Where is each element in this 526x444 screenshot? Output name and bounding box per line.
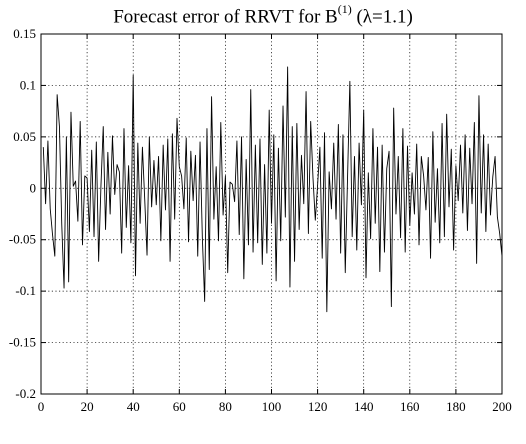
x-tick-label: 140: [354, 399, 374, 414]
chart-title-lambda: (λ=1.1): [351, 6, 413, 28]
chart-title: Forecast error of RRVT for B(1) (λ=1.1): [0, 2, 526, 28]
y-tick-label: 0: [30, 180, 37, 195]
x-tick-label: 80: [219, 399, 232, 414]
y-tick-label: -0.1: [15, 283, 36, 298]
x-tick-label: 60: [173, 399, 186, 414]
y-tick-label: -0.2: [15, 386, 36, 401]
x-tick-label: 200: [492, 399, 512, 414]
y-tick-label: 0.1: [20, 77, 36, 92]
x-tick-label: 0: [38, 399, 45, 414]
chart-title-superscript: (1): [337, 2, 352, 16]
chart-title-main: Forecast error of RRVT for B: [113, 6, 338, 28]
forecast-error-series-line: [42, 66, 503, 313]
x-tick-label: 180: [446, 399, 466, 414]
y-tick-labels: 0.15 0.1 0.05 0 -0.05 -0.1 -0.15 -0.2: [9, 26, 36, 401]
y-tick-label: -0.05: [9, 232, 36, 247]
x-tick-label: 40: [127, 399, 140, 414]
x-tick-label: 20: [81, 399, 94, 414]
y-tick-label: 0.15: [13, 26, 36, 41]
series-layer: [42, 66, 503, 313]
y-tick-label: -0.15: [9, 335, 36, 350]
x-tick-labels: 0 20 40 60 80 100 120 140 160 180 200: [38, 399, 512, 414]
y-tick-label: 0.05: [13, 129, 36, 144]
x-tick-label: 100: [262, 399, 282, 414]
x-tick-label: 160: [400, 399, 420, 414]
tick-marks: [40, 33, 503, 395]
x-tick-label: 120: [308, 399, 328, 414]
